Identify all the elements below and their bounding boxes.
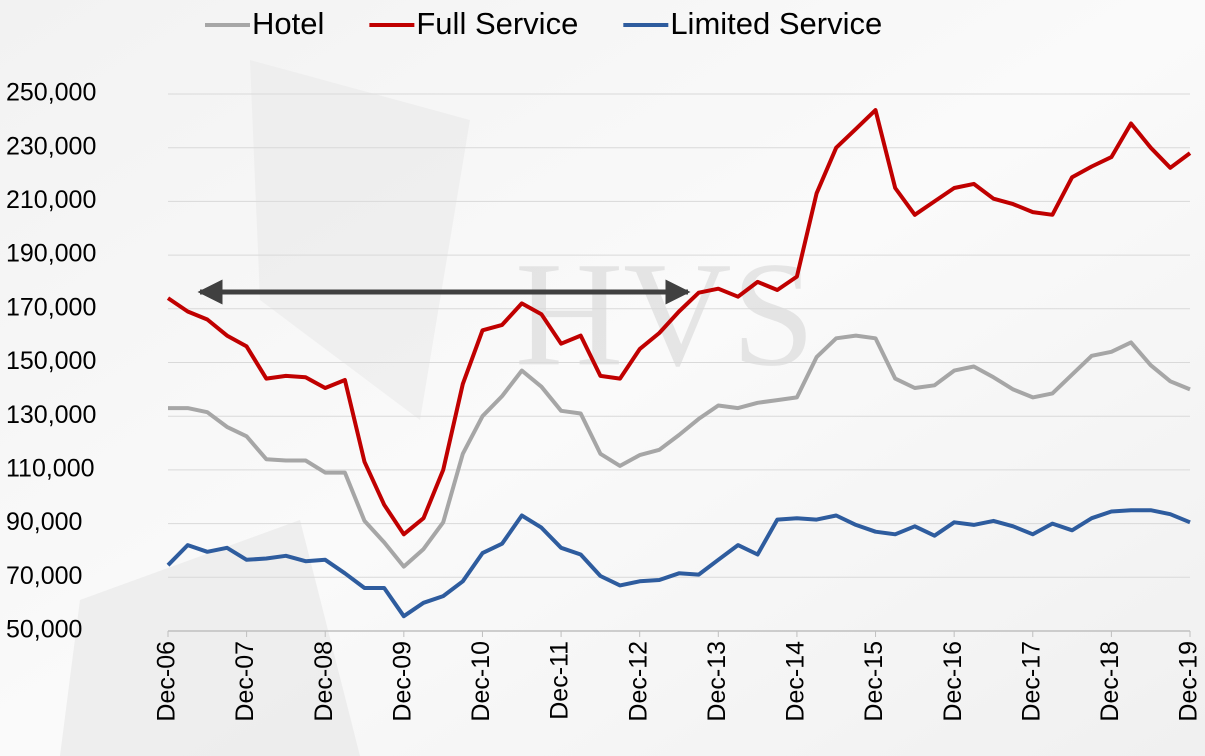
- watermark: HVS: [515, 231, 815, 397]
- x-tick-label: Dec-18: [1096, 641, 1124, 722]
- legend-label: Hotel: [252, 6, 324, 41]
- legend-label: Limited Service: [670, 6, 882, 41]
- x-tick-label: Dec-08: [310, 641, 338, 722]
- background-shape: [250, 60, 470, 420]
- x-tick-label: Dec-12: [624, 641, 652, 722]
- x-tick-label: Dec-13: [703, 641, 731, 722]
- y-tick-label: 50,000: [6, 616, 82, 644]
- y-tick-label: 250,000: [6, 79, 96, 107]
- series-line: [168, 333, 1191, 569]
- plot-area: 50,000 70,000 90,000 110,000 130,000 150,000 1…: [6, 79, 1203, 722]
- y-tick-label: 110,000: [6, 455, 95, 483]
- y-tick-label: 210,000: [6, 186, 96, 214]
- y-tick-label: 230,000: [6, 132, 96, 160]
- y-tick-label: 130,000: [6, 401, 96, 429]
- legend-label: Full Service: [416, 6, 578, 41]
- x-tick-label: Dec-19: [1175, 641, 1203, 722]
- x-tick-label: Dec-10: [467, 641, 495, 722]
- background-shape: [60, 520, 360, 756]
- y-tick-label: 70,000: [6, 562, 82, 590]
- series-line: [166, 508, 1191, 619]
- x-tick-label: Dec-15: [860, 641, 888, 722]
- x-tick-label: Dec-06: [153, 641, 181, 722]
- y-tick-label: 190,000: [6, 240, 96, 268]
- x-tick-label: Dec-16: [939, 641, 967, 722]
- x-tick-label: Dec-11: [546, 641, 574, 720]
- x-tick-label: Dec-14: [782, 641, 810, 722]
- series-line: [166, 108, 1192, 537]
- x-tick-label: Dec-09: [388, 641, 416, 722]
- y-tick-label: 150,000: [6, 347, 96, 375]
- y-tick-label: 170,000: [6, 293, 96, 321]
- y-tick-label: 90,000: [6, 508, 82, 536]
- x-tick-label: Dec-07: [231, 641, 259, 722]
- x-tick-label: Dec-17: [1017, 641, 1045, 722]
